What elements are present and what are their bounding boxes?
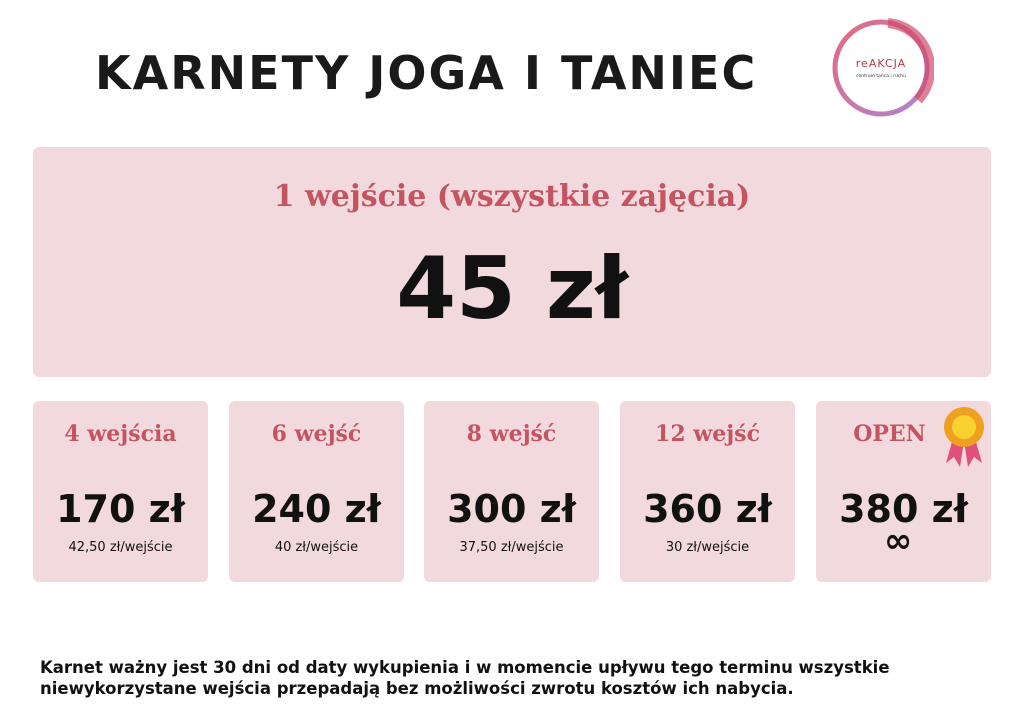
pass-price: 170 zł	[56, 487, 185, 531]
logo-name: reAKCJA	[855, 57, 907, 70]
single-entry-price: 45 zł	[396, 239, 628, 339]
pass-card-12: 12 wejść 360 zł 30 zł/wejście	[620, 401, 795, 582]
pass-per-entry: 37,50 zł/wejście	[459, 540, 564, 555]
pass-price: 240 zł	[252, 487, 381, 531]
unlimited-symbol: ∞	[884, 521, 913, 561]
pass-label: 6 wejść	[271, 421, 362, 447]
logo-subtitle: centrum tańca i ruchu	[856, 74, 906, 79]
pass-card-6: 6 wejść 240 zł 40 zł/wejście	[229, 401, 404, 582]
single-entry-label: 1 wejście (wszystkie zajęcia)	[273, 179, 751, 214]
single-entry-panel: 1 wejście (wszystkie zajęcia) 45 zł	[33, 147, 991, 377]
pass-per-entry: 30 zł/wejście	[665, 540, 750, 555]
pass-label: 4 wejścia	[64, 421, 177, 447]
logo: reAKCJA centrum tańca i ruchu	[828, 15, 936, 121]
pass-per-entry: 40 zł/wejście	[274, 540, 359, 555]
terms-note: Karnet ważny jest 30 dni od daty wykupie…	[40, 658, 890, 698]
logo-ring-icon	[832, 18, 936, 117]
pass-label: 12 wejść	[655, 421, 760, 447]
pass-card-8: 8 wejść 300 zł 37,50 zł/wejście	[424, 401, 599, 582]
pass-card-open: OPEN 380 zł ∞	[816, 401, 991, 582]
pass-price: 300 zł	[447, 487, 576, 531]
pass-label: OPEN	[853, 421, 926, 447]
page-title: KARNETY JOGA I TANIEC	[95, 46, 758, 100]
pass-per-entry: 42,50 zł/wejście	[68, 540, 173, 555]
pass-price: 360 zł	[643, 487, 772, 531]
pass-label: 8 wejść	[466, 421, 557, 447]
pass-card-4: 4 wejścia 170 zł 42,50 zł/wejście	[33, 401, 208, 582]
medal-icon	[944, 407, 984, 467]
pass-price: 380 zł	[839, 487, 968, 531]
